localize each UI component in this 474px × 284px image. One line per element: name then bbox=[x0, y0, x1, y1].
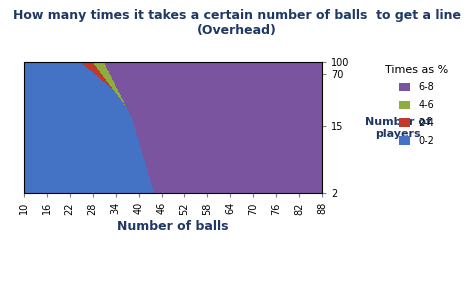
X-axis label: Number of balls: Number of balls bbox=[117, 220, 229, 233]
Y-axis label: Number of
players: Number of players bbox=[365, 117, 431, 139]
Text: How many times it takes a certain number of balls  to get a line
(Overhead): How many times it takes a certain number… bbox=[13, 9, 461, 37]
Legend: 6-8, 4-6, 2-4, 0-2: 6-8, 4-6, 2-4, 0-2 bbox=[381, 61, 452, 150]
